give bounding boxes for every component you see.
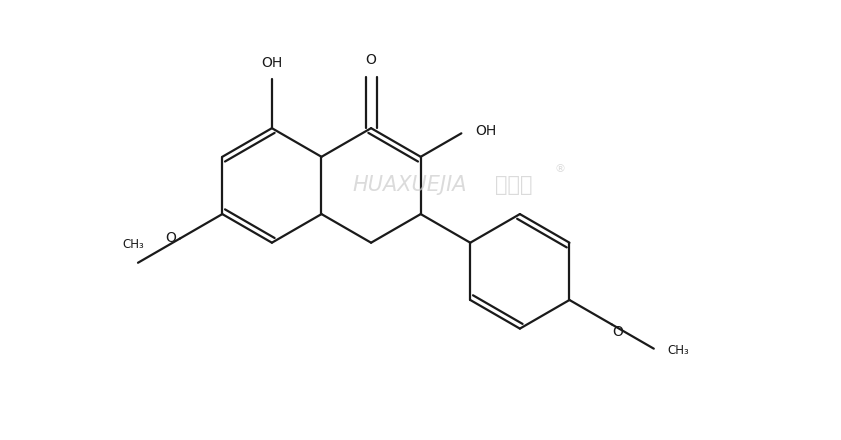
Text: O: O (366, 53, 377, 67)
Text: CH₃: CH₃ (668, 344, 690, 357)
Text: O: O (612, 325, 623, 339)
Text: 化学加: 化学加 (495, 176, 532, 195)
Text: O: O (166, 231, 177, 246)
Text: CH₃: CH₃ (122, 238, 144, 251)
Text: ®: ® (555, 164, 566, 174)
Text: HUAXUEJIA: HUAXUEJIA (353, 176, 468, 195)
Text: OH: OH (475, 125, 496, 138)
Text: OH: OH (262, 55, 283, 70)
